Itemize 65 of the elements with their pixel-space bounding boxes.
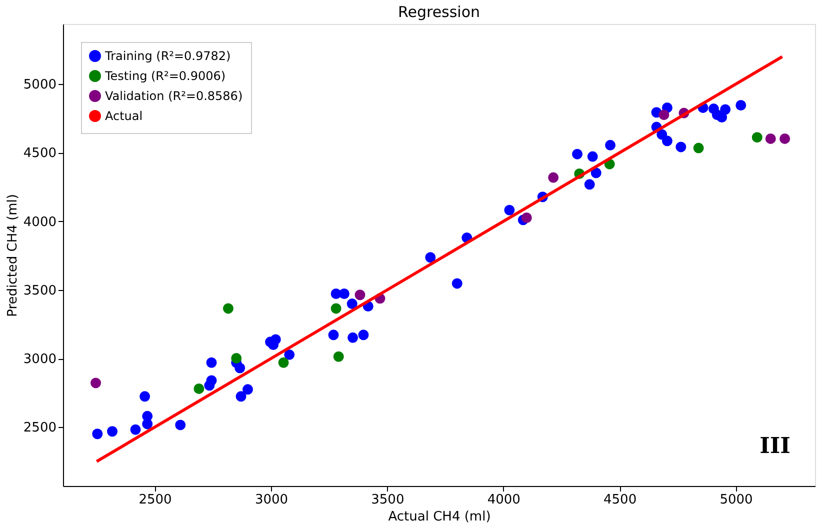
y-tick-label: 4000: [23, 214, 56, 230]
point: [278, 357, 289, 368]
y-tick-label: 3500: [23, 283, 56, 298]
point: [204, 380, 215, 391]
point: [658, 110, 670, 120]
point: [752, 132, 762, 143]
x-tick-label: 3500: [371, 492, 404, 508]
point: [521, 212, 532, 223]
point: [328, 330, 339, 340]
legend-label: Actual: [105, 109, 143, 123]
point: [338, 288, 350, 299]
point: [330, 303, 342, 314]
x-tick-label: 5000: [720, 492, 753, 508]
point: [662, 136, 672, 146]
point: [90, 378, 102, 388]
chart-title: Regression: [398, 3, 480, 21]
x-tick-label: 4500: [604, 492, 637, 508]
point: [587, 151, 598, 162]
y-tick-label: 2500: [23, 420, 56, 436]
x-tick-label: 3000: [254, 492, 288, 508]
point: [548, 172, 559, 183]
point: [175, 420, 186, 430]
legend-label: Training (R²=0.9782): [104, 49, 231, 63]
point: [242, 384, 253, 395]
point: [206, 357, 217, 368]
y-tick-label: 3000: [23, 352, 56, 368]
point: [676, 142, 686, 152]
point: [693, 142, 704, 154]
point: [142, 410, 153, 422]
x-axis-title: Actual CH4 (ml): [388, 510, 491, 524]
point: [584, 179, 595, 190]
y-tick-label: 4500: [23, 146, 56, 162]
legend-label: Testing (R²=0.9006): [104, 69, 226, 83]
point: [284, 349, 295, 360]
point: [736, 100, 746, 110]
point: [130, 424, 141, 435]
point: [605, 140, 616, 150]
y-tick-label: 5000: [23, 78, 56, 93]
point: [92, 428, 103, 440]
annotation: III: [760, 433, 790, 459]
point: [236, 391, 246, 402]
point: [333, 351, 344, 362]
point: [346, 298, 358, 310]
point: [504, 204, 515, 216]
y-axis-title: Predicted CH4 (ml): [5, 194, 20, 317]
point: [358, 330, 369, 340]
point: [780, 133, 790, 144]
point: [590, 168, 602, 178]
point: [425, 252, 436, 263]
point: [107, 426, 118, 437]
point: [720, 104, 731, 115]
point: [348, 332, 358, 343]
x-tick-label: 2500: [138, 492, 172, 508]
point: [231, 353, 242, 364]
x-tick-label: 4000: [487, 492, 520, 508]
point: [716, 112, 728, 123]
point: [452, 278, 462, 289]
point: [765, 133, 776, 144]
point: [194, 383, 204, 394]
point: [572, 148, 583, 160]
point: [140, 391, 150, 402]
point: [234, 362, 246, 374]
point: [354, 290, 366, 300]
legend-label: Validation (R²=0.8586): [105, 89, 243, 103]
point: [222, 303, 234, 314]
